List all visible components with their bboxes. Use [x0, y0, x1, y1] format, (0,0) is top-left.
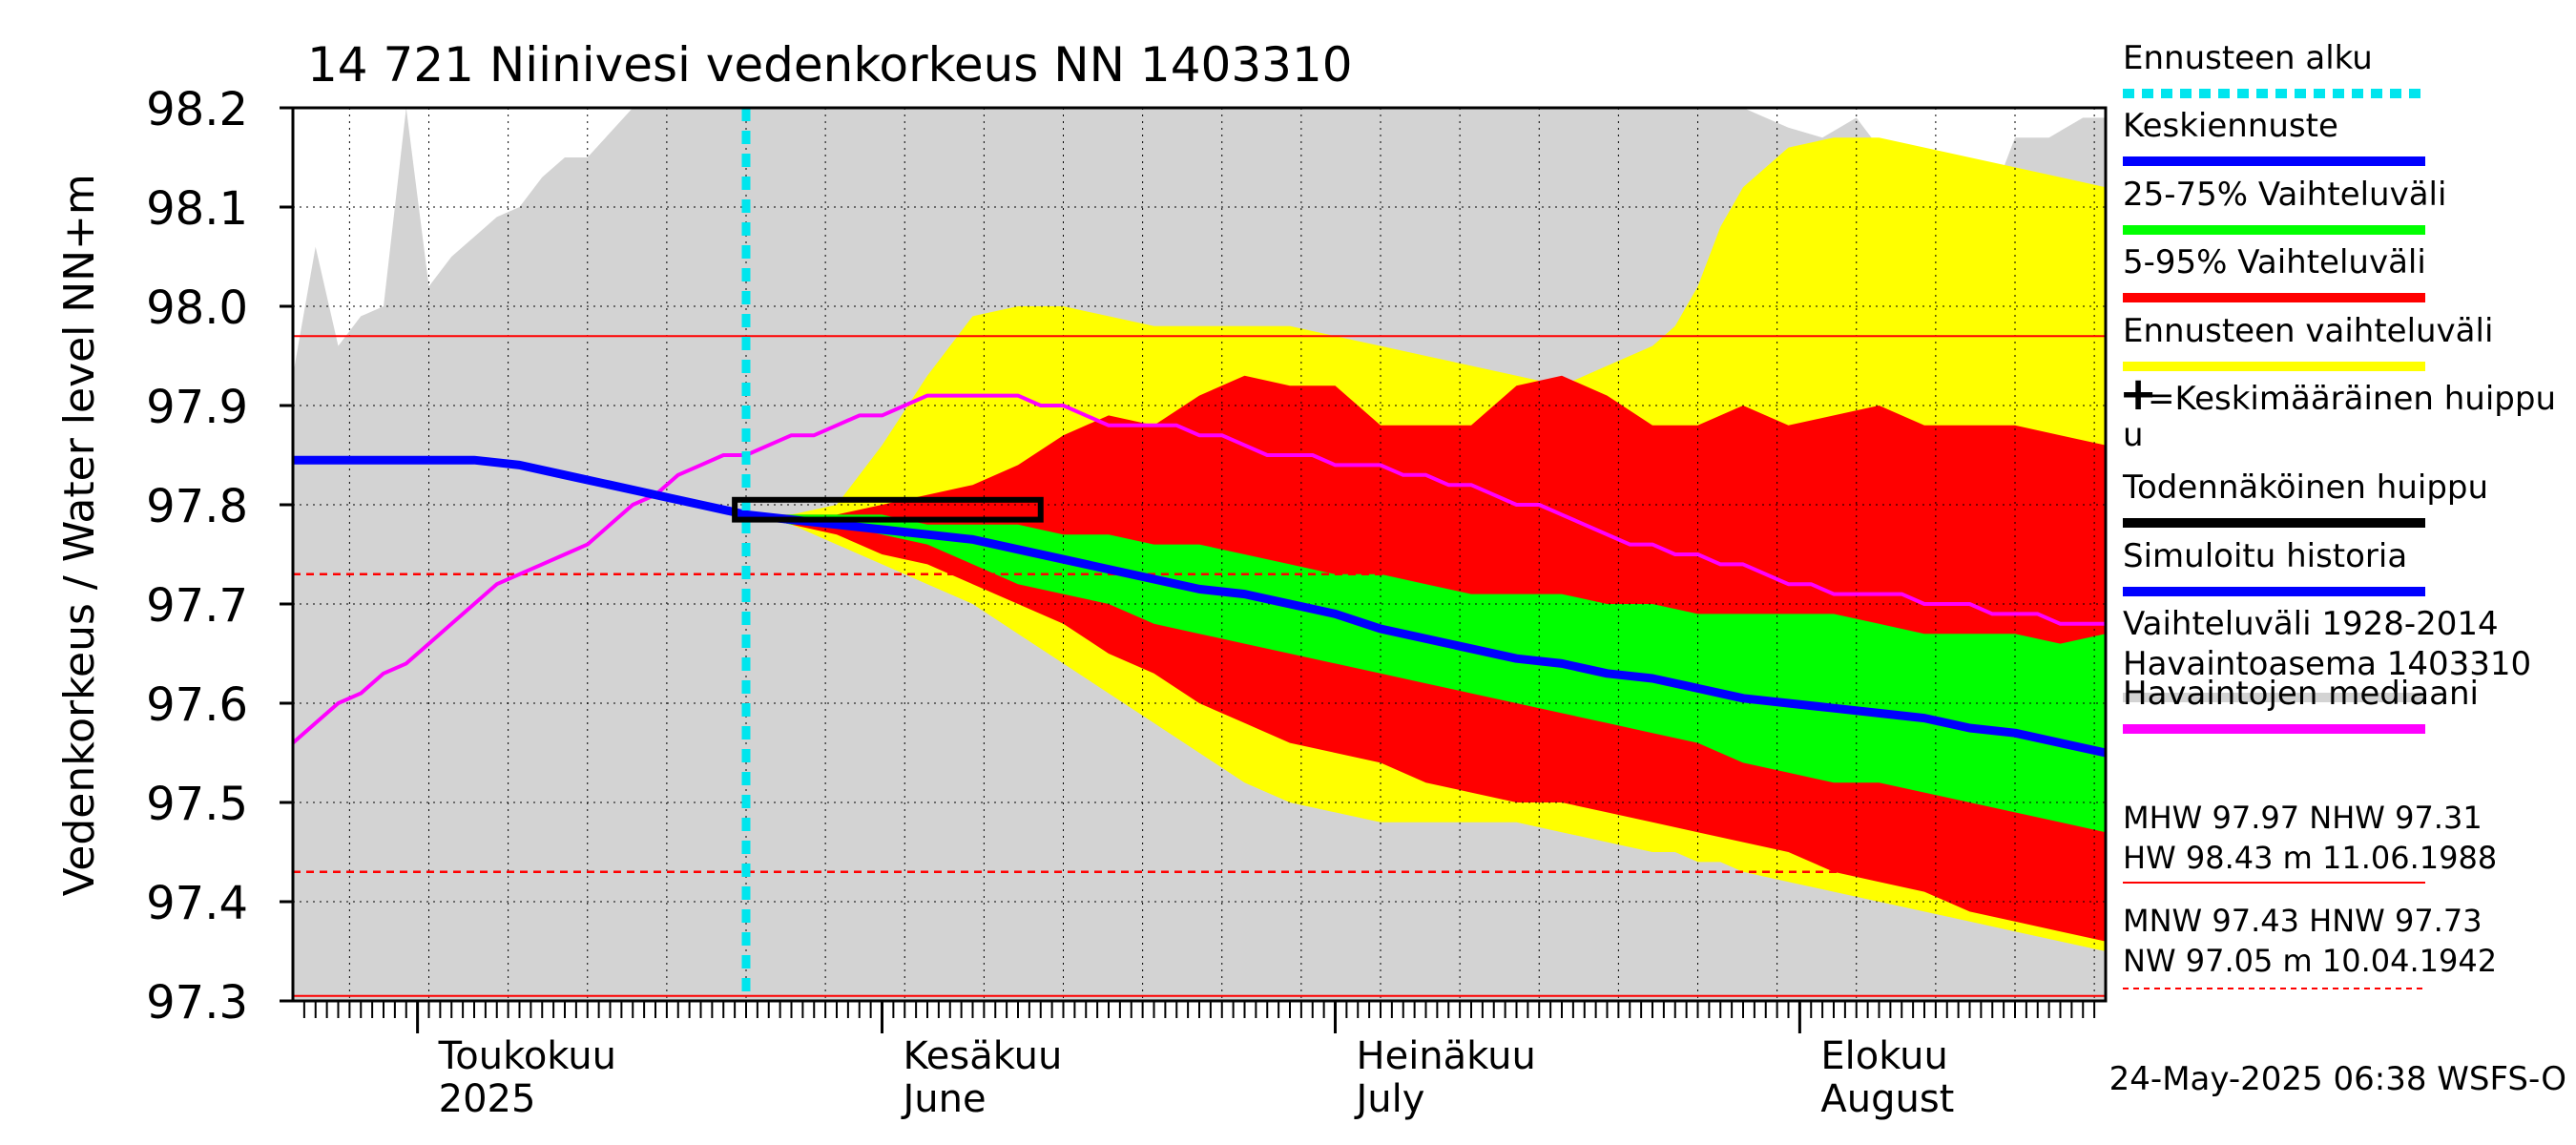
- legend-item: Ennusteen alku: [2123, 39, 2425, 98]
- legend-label: Ennusteen alku: [2123, 39, 2373, 77]
- legend-label: Todennäköinen huippu: [2122, 468, 2488, 507]
- y-tick-label: 97.5: [146, 778, 248, 831]
- y-tick-label: 97.7: [146, 579, 248, 633]
- legend-item: 5-95% Vaihteluväli: [2123, 243, 2426, 302]
- grid-layer: [293, 107, 2106, 1002]
- legend-label: Simuloitu historia: [2123, 537, 2407, 575]
- legend-item: Todennäköinen huippu: [2122, 468, 2488, 528]
- band-25-75-vaihteluv-li: [746, 514, 2106, 833]
- plot-area: [291, 106, 2108, 1003]
- x-month-label-en: June: [901, 1077, 987, 1121]
- series-line-havaintojen-mediaani: [291, 393, 2106, 745]
- y-tick-label: 97.9: [146, 381, 248, 434]
- x-month-label: Toukokuu: [438, 1034, 616, 1078]
- legend-item: 25-75% Vaihteluväli: [2123, 176, 2446, 235]
- y-tick-label: 97.8: [146, 480, 248, 533]
- legend-station: Havaintoasema 1403310: [2123, 645, 2531, 683]
- legend-item: Havaintojen mediaani: [2123, 675, 2479, 734]
- series-line-simuloitu-historia-keskiennuste: [293, 455, 2107, 758]
- legend-label: Havaintojen mediaani: [2123, 675, 2479, 713]
- series-lines: [291, 108, 2107, 1001]
- x-month-label-en: August: [1820, 1077, 1954, 1121]
- y-tick-label: 98.0: [146, 281, 248, 335]
- chart-title: 14 721 Niinivesi vedenkorkeus NN 1403310: [307, 37, 1353, 93]
- stats-line-4: NW 97.05 m 10.04.1942: [2123, 943, 2497, 979]
- y-tick-label: 98.1: [146, 182, 248, 236]
- x-month-label: Heinäkuu: [1357, 1034, 1536, 1078]
- x-month-label: Kesäkuu: [904, 1034, 1063, 1078]
- legend-plus-icon: +: [2119, 367, 2157, 421]
- legend-item: Vaihteluväli 1928-2014 Havaintoasema 140…: [2123, 605, 2531, 702]
- y-tick-label: 97.6: [146, 678, 248, 732]
- timestamp: 24-May-2025 06:38 WSFS-O: [2109, 1060, 2566, 1098]
- legend-label-cont: u: [2123, 416, 2144, 454]
- probable-peak-box: [732, 496, 1044, 523]
- y-axis: 97.3 97.4 97.5 97.6 97.7 97.8 97.9 98.0 98.1 98.2: [146, 83, 293, 1030]
- legend-item: Keskiennuste: [2123, 107, 2425, 166]
- legend-label: =Keskimääräinen huippu: [2148, 380, 2556, 418]
- y-tick-label: 98.2: [146, 83, 248, 136]
- stats-line-3: MNW 97.43 HNW 97.73: [2123, 903, 2483, 939]
- legend-label: 25-75% Vaihteluväli: [2123, 176, 2446, 214]
- legend: Ennusteen alku Keskiennuste 25-75% Vaihtel…: [2119, 39, 2556, 989]
- legend-label: Vaihteluväli 1928-2014: [2123, 605, 2499, 643]
- x-month-label-en: July: [1354, 1077, 1425, 1121]
- legend-label: Ennusteen vaihteluväli: [2123, 312, 2493, 350]
- x-month-label: Elokuu: [1820, 1034, 1948, 1078]
- x-month-label-en: 2025: [439, 1077, 536, 1121]
- legend-label: 5-95% Vaihteluväli: [2123, 243, 2426, 281]
- reference-lines: [293, 335, 2106, 997]
- y-axis-unit: NN+m: [55, 174, 104, 313]
- y-axis-title: Vedenkorkeus / Water level: [55, 325, 104, 897]
- y-tick-label: 97.4: [146, 877, 248, 930]
- legend-label: Keskiennuste: [2123, 107, 2338, 145]
- stats-line-2: HW 98.43 m 11.06.1988: [2123, 840, 2497, 876]
- y-tick-label: 97.3: [146, 976, 248, 1030]
- legend-item: Simuloitu historia: [2123, 537, 2425, 596]
- legend-item: Ennusteen vaihteluväli: [2123, 312, 2493, 371]
- stats-line-1: MHW 97.97 NHW 97.31: [2123, 800, 2483, 836]
